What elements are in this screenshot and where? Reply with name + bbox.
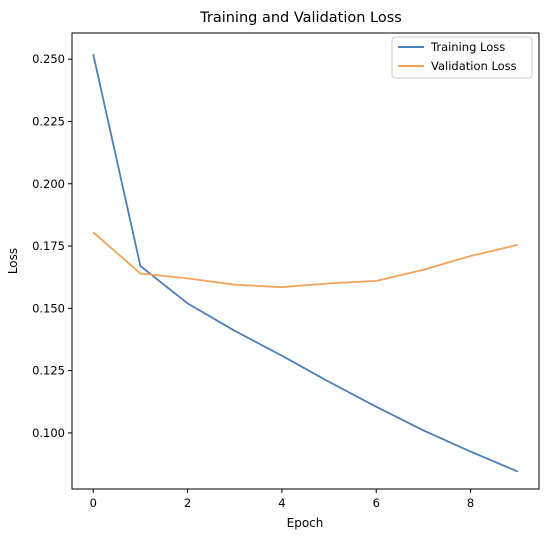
y-tick-label: 0.175 bbox=[32, 239, 65, 253]
y-tick-label: 0.100 bbox=[32, 426, 65, 440]
legend-box bbox=[391, 36, 533, 79]
y-tick-label: 0.250 bbox=[32, 52, 65, 66]
chart-title: Training and Validation Loss bbox=[199, 10, 402, 26]
x-tick-label: 4 bbox=[278, 496, 285, 510]
legend-label-training: Training Loss bbox=[430, 40, 505, 54]
x-axis-label: Epoch bbox=[287, 516, 324, 530]
legend: Training Loss Validation Loss bbox=[391, 36, 533, 79]
x-tick-label: 8 bbox=[467, 496, 474, 510]
y-tick-label: 0.200 bbox=[32, 177, 65, 191]
validation-loss-line bbox=[92, 231, 519, 289]
y-axis-ticks: 0.100 0.125 0.150 0.175 0.200 0.225 0.250 bbox=[32, 52, 72, 440]
y-axis-label: Loss bbox=[6, 248, 20, 274]
x-tick-label: 2 bbox=[184, 496, 191, 510]
y-tick-label: 0.150 bbox=[32, 301, 65, 315]
plot-area bbox=[71, 32, 540, 490]
y-tick-label: 0.225 bbox=[32, 114, 65, 128]
y-tick-label: 0.125 bbox=[32, 364, 65, 378]
series-lines bbox=[92, 54, 519, 473]
x-tick-label: 0 bbox=[90, 496, 97, 510]
x-tick-label: 6 bbox=[373, 496, 380, 510]
training-loss-line bbox=[92, 54, 519, 473]
legend-label-validation: Validation Loss bbox=[431, 59, 517, 73]
x-axis-ticks: 0 2 4 6 8 bbox=[90, 489, 474, 510]
